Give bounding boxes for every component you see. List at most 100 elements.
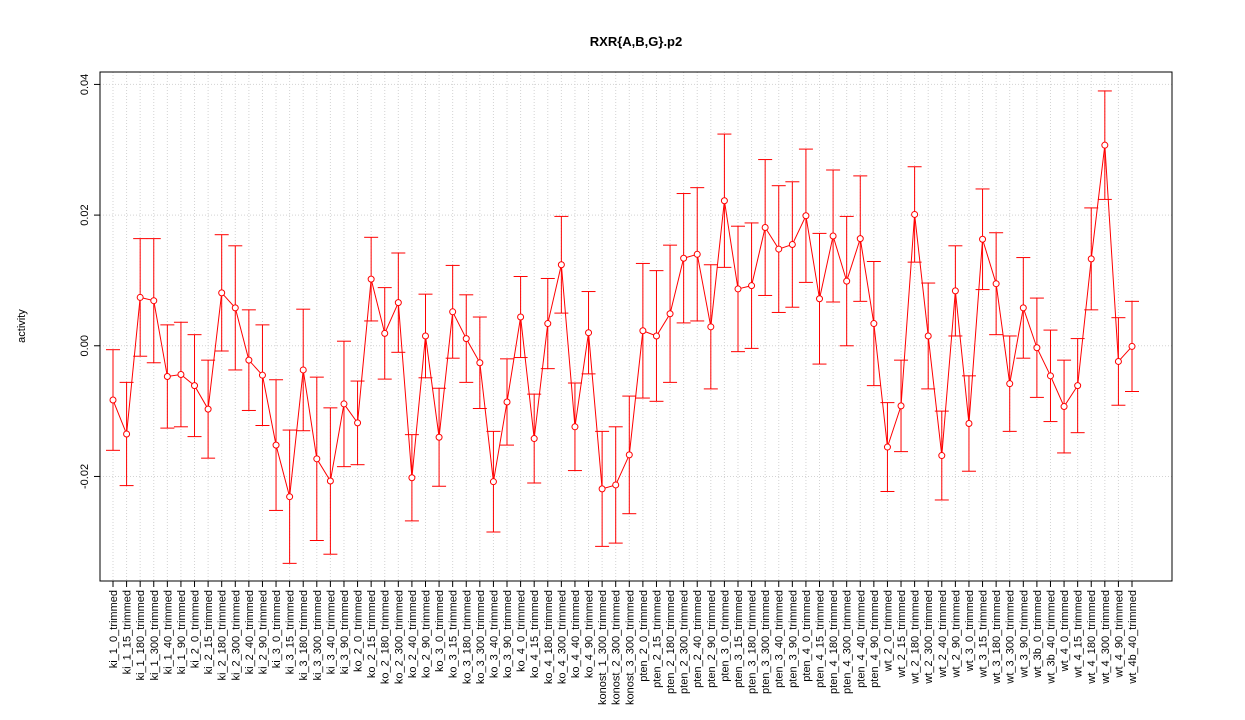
- x-tick-label: wt_2_180_trimmed: [910, 590, 922, 685]
- x-tick-label: ki_2_40_trimmed: [244, 590, 256, 674]
- data-point: [856, 235, 864, 243]
- x-tick-label: ko_3_90_trimmed: [502, 590, 514, 678]
- x-tick-label: wt_4_300_trimmed: [1100, 590, 1112, 685]
- data-point: [191, 382, 199, 390]
- data-point: [544, 320, 552, 328]
- data-point: [326, 477, 334, 485]
- x-tick-label: ko_4_0_trimmed: [516, 590, 528, 672]
- data-point: [354, 419, 362, 427]
- data-point: [951, 287, 959, 295]
- data-point: [1087, 255, 1095, 263]
- data-point: [449, 308, 457, 316]
- data-point: [177, 371, 185, 379]
- x-tick-label: ko_3_0_trimmed: [434, 590, 446, 672]
- data-point: [816, 295, 824, 303]
- x-tick-label: pten_2_90_trimmed: [706, 590, 718, 688]
- x-tick-label: ko_2_180_trimmed: [380, 590, 392, 684]
- data-point: [557, 261, 565, 269]
- plot-frame: [99, 71, 1173, 582]
- x-tick-label: wt_2_90_trimmed: [950, 590, 962, 678]
- x-tick-label: pten_3_300_trimmed: [760, 590, 772, 694]
- x-tick-label: pten_4_0_trimmed: [801, 590, 813, 682]
- x-tick-label: ki_3_180_trimmed: [298, 590, 310, 681]
- data-point: [218, 289, 226, 297]
- y-axis-label: activity: [16, 309, 28, 343]
- x-tick-label: ki_1_90_trimmed: [176, 590, 188, 674]
- y-tick-label: 0.00: [79, 335, 91, 356]
- data-point: [1019, 304, 1027, 312]
- x-tick-label: wt_4b_40_trimmed: [1127, 590, 1139, 685]
- x-tick-label: ko_2_40_trimmed: [407, 590, 419, 678]
- data-point: [123, 430, 131, 438]
- data-point: [788, 240, 796, 248]
- x-tick-label: wt_3_15_trimmed: [978, 590, 990, 678]
- data-point: [150, 297, 158, 305]
- data-point: [1101, 141, 1109, 149]
- data-point: [612, 481, 620, 489]
- x-tick-label: wt_3_90_trimmed: [1018, 590, 1030, 678]
- x-tick-label: pten_2_180_trimmed: [665, 590, 677, 694]
- data-point: [530, 435, 538, 443]
- x-tick-label: konost_2_300_trimmed: [611, 590, 623, 705]
- data-point: [829, 232, 837, 240]
- data-point: [1046, 372, 1054, 380]
- x-tick-label: wt_2_300_trimmed: [923, 590, 935, 685]
- data-point: [979, 235, 987, 243]
- data-point: [652, 332, 660, 340]
- data-point: [585, 329, 593, 337]
- x-tick-label: wt_2_15_trimmed: [896, 590, 908, 678]
- x-tick-label: ko_3_40_trimmed: [488, 590, 500, 678]
- x-tick-label: wt_3b_40_trimmed: [1045, 590, 1057, 685]
- data-point: [897, 402, 905, 410]
- data-point: [720, 197, 728, 205]
- data-point: [666, 310, 674, 318]
- data-point: [707, 323, 715, 331]
- data-point: [883, 443, 891, 451]
- x-tick-label: ko_4_300_trimmed: [556, 590, 568, 684]
- x-tick-label: ki_1_180_trimmed: [135, 590, 147, 681]
- data-point: [136, 293, 144, 301]
- data-point: [870, 320, 878, 328]
- data-point: [258, 371, 266, 379]
- data-point: [313, 455, 321, 463]
- x-tick-label: ko_4_15_trimmed: [529, 590, 541, 678]
- x-tick-label: ko_2_300_trimmed: [393, 590, 405, 684]
- data-line: [112, 145, 1133, 497]
- x-tick-label: pten_3_40_trimmed: [774, 590, 786, 688]
- data-point: [245, 356, 253, 364]
- x-tick-label: ko_4_90_trimmed: [584, 590, 596, 678]
- x-tick-label: ko_4_40_trimmed: [570, 590, 582, 678]
- data-point: [109, 396, 117, 404]
- data-point: [761, 224, 769, 232]
- x-tick-label: konost_3_300_trimmed: [624, 590, 636, 705]
- data-point: [286, 493, 294, 501]
- x-tick-label: ko_2_90_trimmed: [420, 590, 432, 678]
- data-point: [625, 451, 633, 459]
- x-tick-label: pten_3_15_trimmed: [733, 590, 745, 688]
- data-point: [394, 299, 402, 307]
- x-tick-label: wt_4_15_trimmed: [1073, 590, 1085, 678]
- data-point: [802, 212, 810, 220]
- x-tick-label: konost_1_300_trimmed: [597, 590, 609, 705]
- data-point: [517, 313, 525, 321]
- x-tick-label: ki_1_15_trimmed: [122, 590, 134, 674]
- data-point: [598, 485, 606, 493]
- x-tick-label: pten_4_40_trimmed: [855, 590, 867, 688]
- data-point: [843, 277, 851, 285]
- x-tick-label: pten_3_0_trimmed: [719, 590, 731, 682]
- y-tick-label: -0.02: [79, 464, 91, 489]
- x-tick-label: ki_2_15_trimmed: [203, 590, 215, 674]
- data-point: [503, 398, 511, 406]
- data-point: [462, 335, 470, 343]
- x-tick-label: wt_3b_0_trimmed: [1032, 590, 1044, 678]
- x-tick-label: pten_2_0_trimmed: [638, 590, 650, 682]
- data-point: [748, 282, 756, 290]
- x-tick-label: ki_1_300_trimmed: [149, 590, 161, 681]
- chart-title: RXR{A,B,G}.p2: [590, 34, 682, 49]
- x-tick-label: wt_3_0_trimmed: [964, 590, 976, 672]
- x-tick-label: pten_4_300_trimmed: [842, 590, 854, 694]
- data-point: [992, 280, 1000, 288]
- data-point: [1128, 342, 1136, 350]
- data-point: [938, 452, 946, 460]
